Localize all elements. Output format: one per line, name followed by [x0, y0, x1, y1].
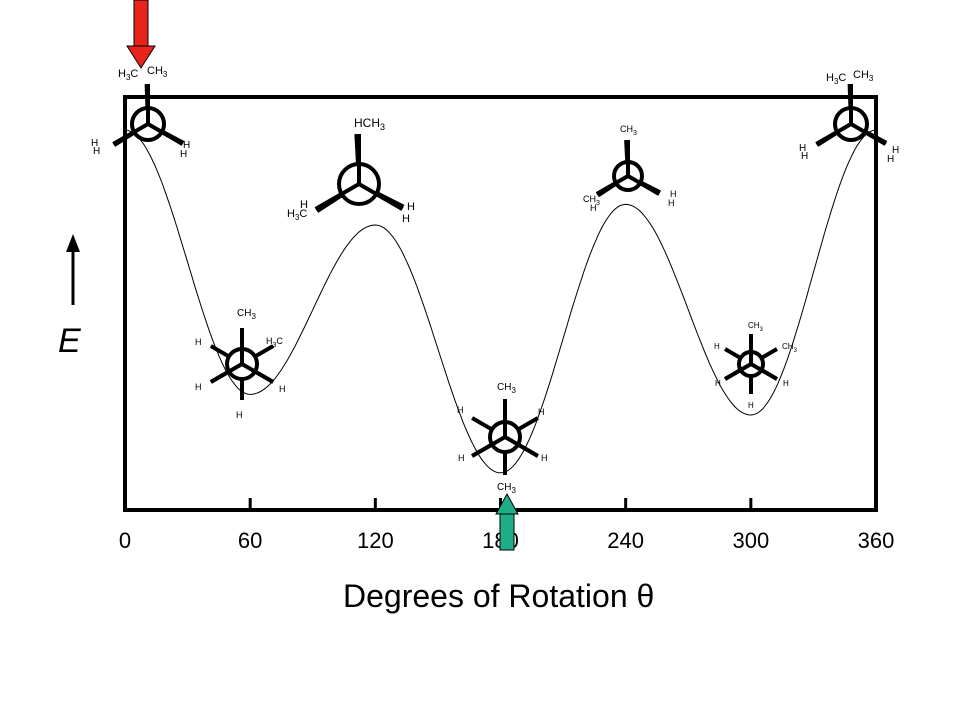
atom-label: H3C [287, 208, 307, 222]
atom-label: H3C [826, 72, 846, 86]
x-tick-label-240: 240 [607, 528, 644, 553]
y-axis-arrow [66, 234, 80, 305]
atom-label: CH3 [497, 482, 516, 495]
atom-label: H [783, 379, 789, 388]
atom-label: H [668, 198, 675, 208]
atom-label: HCH3 [354, 116, 385, 132]
atom-label: H [748, 401, 754, 410]
atom-label: H [195, 382, 202, 392]
atom-label: H [538, 407, 545, 417]
x-axis-label: Degrees of Rotation θ [343, 578, 654, 614]
atom-label: H [402, 213, 410, 225]
x-tick-label-0: 0 [119, 528, 131, 553]
back-bond [211, 346, 229, 357]
atom-label: CH3 [748, 321, 764, 333]
atom-label: H [457, 405, 464, 415]
atom-label: H [590, 203, 597, 213]
atom-label: H [887, 154, 894, 165]
y-axis-label: E [58, 322, 81, 360]
x-tick-label-120: 120 [357, 528, 394, 553]
atom-label: CH3 [853, 69, 874, 83]
back-bond [725, 349, 741, 358]
atom-label: CH3 [620, 124, 637, 137]
x-tick-label-300: 300 [732, 528, 769, 553]
back-bond [518, 418, 538, 430]
x-tick-label-60: 60 [238, 528, 262, 553]
atom-label: H [407, 201, 415, 213]
atom-label: CH3 [147, 65, 168, 79]
atom-label: H [93, 146, 100, 157]
atom-label: H [714, 342, 720, 351]
back-bond [761, 349, 777, 358]
atom-label: H [180, 149, 187, 160]
atom-label: H [236, 410, 243, 420]
atom-label: H [801, 151, 808, 162]
atom-label: H3C [118, 68, 138, 82]
atom-label: H [279, 384, 286, 394]
atom-label: CH3 [497, 382, 516, 395]
atom-label: H [541, 453, 548, 463]
eclipsed-marker-arrow [127, 0, 155, 68]
atom-label: H [458, 453, 465, 463]
atom-label: CH3 [237, 308, 256, 321]
atom-label: H [195, 337, 202, 347]
x-tick-label-360: 360 [858, 528, 895, 553]
atom-label: H [715, 379, 721, 388]
back-bond [255, 346, 273, 357]
back-bond [472, 418, 492, 430]
